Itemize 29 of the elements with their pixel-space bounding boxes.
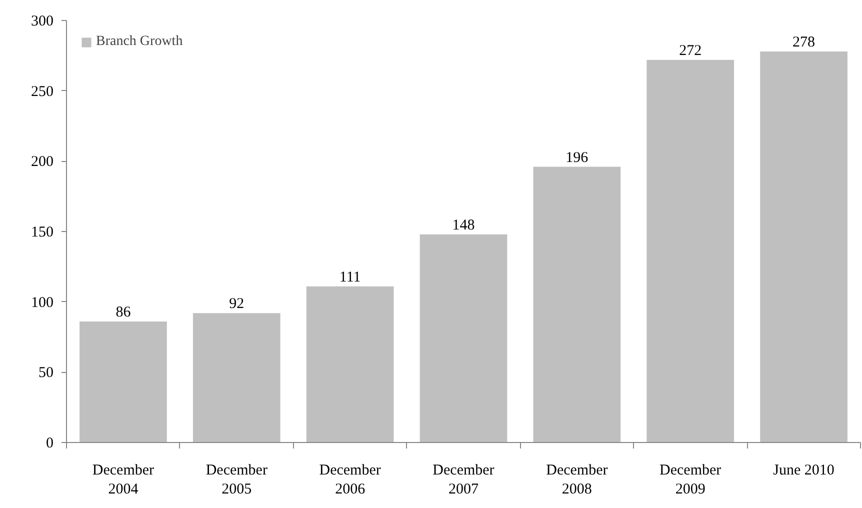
data-label: 92	[229, 296, 244, 312]
y-tick-label: 0	[46, 436, 54, 452]
data-label: 86	[116, 304, 132, 321]
data-label: 148	[452, 217, 475, 234]
bar	[646, 60, 734, 442]
y-tick-label: 50	[38, 365, 54, 382]
x-tick-label: June 2010	[773, 462, 834, 478]
y-tick-label: 150	[31, 224, 54, 240]
x-tick-label: December 2005	[206, 462, 268, 498]
bar	[533, 166, 621, 442]
x-tick-label: December 2006	[319, 462, 381, 498]
data-label: 196	[566, 150, 589, 166]
x-tick-label: December 2004	[92, 462, 154, 498]
bar	[80, 322, 167, 442]
y-tick-label: 100	[31, 294, 54, 311]
y-tick-label: 250	[31, 84, 54, 100]
x-tick-label: December 2008	[546, 462, 608, 498]
legend-label: Branch Growth	[96, 34, 183, 50]
x-tick-label: December 2009	[660, 462, 722, 498]
data-label: 278	[792, 34, 816, 50]
bar	[760, 51, 848, 442]
y-tick-label: 300	[31, 14, 54, 30]
bar	[192, 313, 280, 442]
bar	[420, 234, 508, 442]
x-tick-label: December 2007	[432, 462, 494, 498]
data-label: 272	[679, 42, 702, 59]
data-label: 111	[339, 269, 361, 286]
y-tick-label: 200	[31, 154, 54, 170]
bar	[306, 286, 394, 442]
